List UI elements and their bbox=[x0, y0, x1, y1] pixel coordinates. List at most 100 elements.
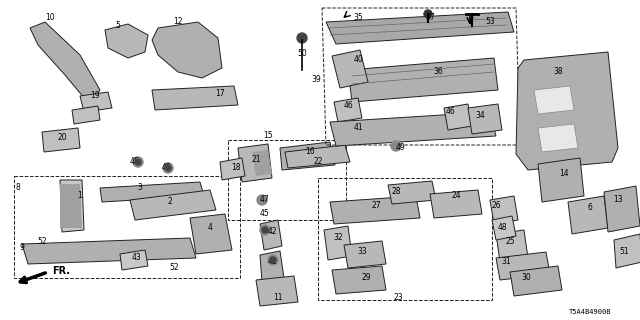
Polygon shape bbox=[285, 145, 350, 168]
Text: 53: 53 bbox=[485, 18, 495, 27]
Polygon shape bbox=[490, 196, 518, 224]
Bar bbox=[318, 178, 492, 300]
Polygon shape bbox=[388, 181, 436, 204]
Text: 31: 31 bbox=[501, 258, 511, 267]
Polygon shape bbox=[332, 50, 368, 88]
Circle shape bbox=[297, 33, 307, 43]
Text: 46: 46 bbox=[445, 108, 455, 116]
Polygon shape bbox=[332, 266, 386, 294]
Polygon shape bbox=[260, 220, 282, 250]
Polygon shape bbox=[190, 214, 232, 254]
Polygon shape bbox=[444, 104, 472, 130]
Text: 49: 49 bbox=[395, 143, 405, 153]
Polygon shape bbox=[330, 112, 496, 146]
Polygon shape bbox=[326, 12, 514, 44]
Polygon shape bbox=[614, 234, 640, 268]
Text: FR.: FR. bbox=[52, 266, 70, 276]
Text: 3: 3 bbox=[138, 183, 143, 193]
Text: 10: 10 bbox=[45, 13, 55, 22]
Polygon shape bbox=[238, 144, 272, 182]
Polygon shape bbox=[334, 98, 362, 122]
Polygon shape bbox=[80, 92, 112, 112]
Polygon shape bbox=[534, 86, 574, 114]
Text: 1: 1 bbox=[77, 191, 83, 201]
Text: 2: 2 bbox=[168, 197, 172, 206]
Text: 34: 34 bbox=[475, 111, 485, 121]
Text: 33: 33 bbox=[357, 247, 367, 257]
Text: 27: 27 bbox=[371, 202, 381, 211]
Text: 42: 42 bbox=[267, 228, 277, 236]
Text: 11: 11 bbox=[273, 293, 283, 302]
Polygon shape bbox=[324, 226, 352, 260]
Text: 43: 43 bbox=[131, 253, 141, 262]
Polygon shape bbox=[42, 128, 80, 152]
Text: 14: 14 bbox=[559, 170, 569, 179]
Polygon shape bbox=[496, 252, 550, 280]
Text: 52: 52 bbox=[169, 263, 179, 273]
Polygon shape bbox=[538, 124, 578, 152]
Text: 47: 47 bbox=[260, 196, 270, 204]
Circle shape bbox=[268, 255, 278, 265]
Polygon shape bbox=[568, 196, 608, 234]
Text: 22: 22 bbox=[313, 157, 323, 166]
Text: 51: 51 bbox=[619, 247, 629, 257]
Polygon shape bbox=[344, 241, 386, 268]
Text: 21: 21 bbox=[252, 156, 260, 164]
Circle shape bbox=[260, 225, 270, 235]
Polygon shape bbox=[152, 22, 222, 78]
Text: 9: 9 bbox=[20, 244, 24, 252]
Bar bbox=[228, 140, 346, 220]
Polygon shape bbox=[105, 24, 148, 58]
Circle shape bbox=[135, 159, 141, 165]
Polygon shape bbox=[22, 238, 196, 264]
Text: 26: 26 bbox=[491, 202, 501, 211]
Circle shape bbox=[270, 257, 276, 263]
Polygon shape bbox=[516, 52, 618, 170]
Text: 29: 29 bbox=[361, 274, 371, 283]
Text: 35: 35 bbox=[353, 13, 363, 22]
Polygon shape bbox=[60, 184, 82, 228]
Text: 39: 39 bbox=[311, 76, 321, 84]
Text: 37: 37 bbox=[425, 13, 435, 22]
Text: 41: 41 bbox=[353, 124, 363, 132]
Text: 19: 19 bbox=[90, 92, 100, 100]
Polygon shape bbox=[130, 190, 216, 220]
Text: 50: 50 bbox=[297, 50, 307, 59]
Text: T5A4B4900B: T5A4B4900B bbox=[569, 309, 611, 315]
Text: 15: 15 bbox=[263, 132, 273, 140]
Text: 4: 4 bbox=[207, 223, 212, 233]
Text: 13: 13 bbox=[613, 196, 623, 204]
Polygon shape bbox=[280, 142, 335, 170]
Text: 48: 48 bbox=[497, 223, 507, 233]
Text: 16: 16 bbox=[305, 148, 315, 156]
Polygon shape bbox=[100, 182, 204, 202]
Circle shape bbox=[257, 195, 267, 205]
Text: 28: 28 bbox=[391, 188, 401, 196]
Text: 40: 40 bbox=[353, 55, 363, 65]
Polygon shape bbox=[330, 196, 420, 224]
Polygon shape bbox=[72, 106, 100, 124]
Text: 5: 5 bbox=[116, 21, 120, 30]
Polygon shape bbox=[430, 190, 482, 218]
Polygon shape bbox=[152, 86, 238, 110]
Polygon shape bbox=[604, 186, 640, 232]
Polygon shape bbox=[348, 58, 498, 102]
Text: 12: 12 bbox=[173, 18, 183, 27]
Text: 8: 8 bbox=[15, 183, 20, 193]
Polygon shape bbox=[60, 180, 84, 232]
Text: 38: 38 bbox=[553, 68, 563, 76]
Circle shape bbox=[262, 227, 268, 233]
Text: 20: 20 bbox=[57, 133, 67, 142]
Text: 24: 24 bbox=[451, 191, 461, 201]
Polygon shape bbox=[220, 158, 245, 180]
Circle shape bbox=[163, 163, 173, 173]
Text: 32: 32 bbox=[333, 234, 343, 243]
Text: 25: 25 bbox=[505, 237, 515, 246]
Polygon shape bbox=[256, 276, 298, 306]
Circle shape bbox=[424, 10, 432, 18]
Text: 6: 6 bbox=[588, 204, 593, 212]
Text: 17: 17 bbox=[215, 90, 225, 99]
Polygon shape bbox=[510, 266, 562, 296]
Text: 30: 30 bbox=[521, 274, 531, 283]
Text: 46: 46 bbox=[343, 101, 353, 110]
